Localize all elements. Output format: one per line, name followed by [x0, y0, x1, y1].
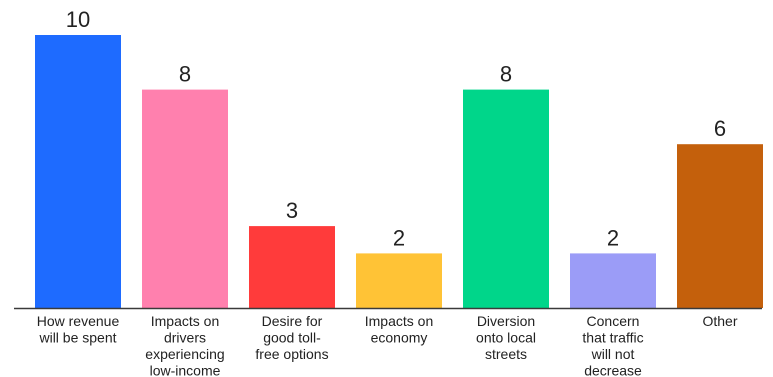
category-label-line: low-income [150, 363, 221, 377]
category-label-line: decrease [584, 363, 642, 377]
value-label-4: 2 [393, 225, 405, 250]
value-label-7: 6 [714, 116, 726, 141]
bar-6 [570, 253, 656, 308]
category-label-3: Desire for good toll-free options [255, 313, 328, 362]
category-label-line: Impacts on [151, 313, 219, 329]
category-label-line: Desire for [262, 313, 323, 329]
category-label-line: will be spent [38, 330, 116, 346]
bar-4 [356, 253, 442, 308]
category-label-6: Concern that traffic will not decrease [582, 313, 643, 377]
category-label-1: How revenue will be spent [37, 313, 120, 346]
category-label-line: streets [485, 346, 527, 362]
bar-1 [35, 35, 121, 308]
value-label-5: 8 [500, 62, 512, 87]
value-labels-group: 10 8 3 2 8 2 6 [66, 7, 726, 250]
value-label-1: 10 [66, 7, 90, 32]
category-label-line: drivers [164, 330, 206, 346]
bars-group [35, 35, 763, 308]
category-label-line: Other [702, 313, 737, 329]
category-label-line: will not [591, 346, 635, 362]
category-label-4: Impacts on economy [365, 313, 433, 346]
bar-7 [677, 144, 763, 308]
category-label-line: How revenue [37, 313, 120, 329]
category-label-line: experiencing [145, 346, 224, 362]
category-label-line: Concern [587, 313, 640, 329]
category-label-line: Impacts on [365, 313, 433, 329]
category-label-line: free options [255, 346, 328, 362]
category-label-line: good toll- [263, 330, 321, 346]
category-label-line: Diversion [477, 313, 535, 329]
category-label-line: that traffic [582, 330, 643, 346]
bar-5 [463, 89, 549, 308]
bar-2 [142, 89, 228, 308]
category-label-line: onto local [476, 330, 536, 346]
value-label-3: 3 [286, 198, 298, 223]
category-label-2: Impacts on drivers experiencing low-income [145, 313, 224, 377]
bar-3 [249, 226, 335, 308]
category-label-line: economy [371, 330, 428, 346]
category-label-7: Other [702, 313, 737, 329]
value-label-2: 8 [179, 62, 191, 87]
category-label-5: Diversion onto local streets [476, 313, 536, 362]
value-label-6: 2 [607, 225, 619, 250]
